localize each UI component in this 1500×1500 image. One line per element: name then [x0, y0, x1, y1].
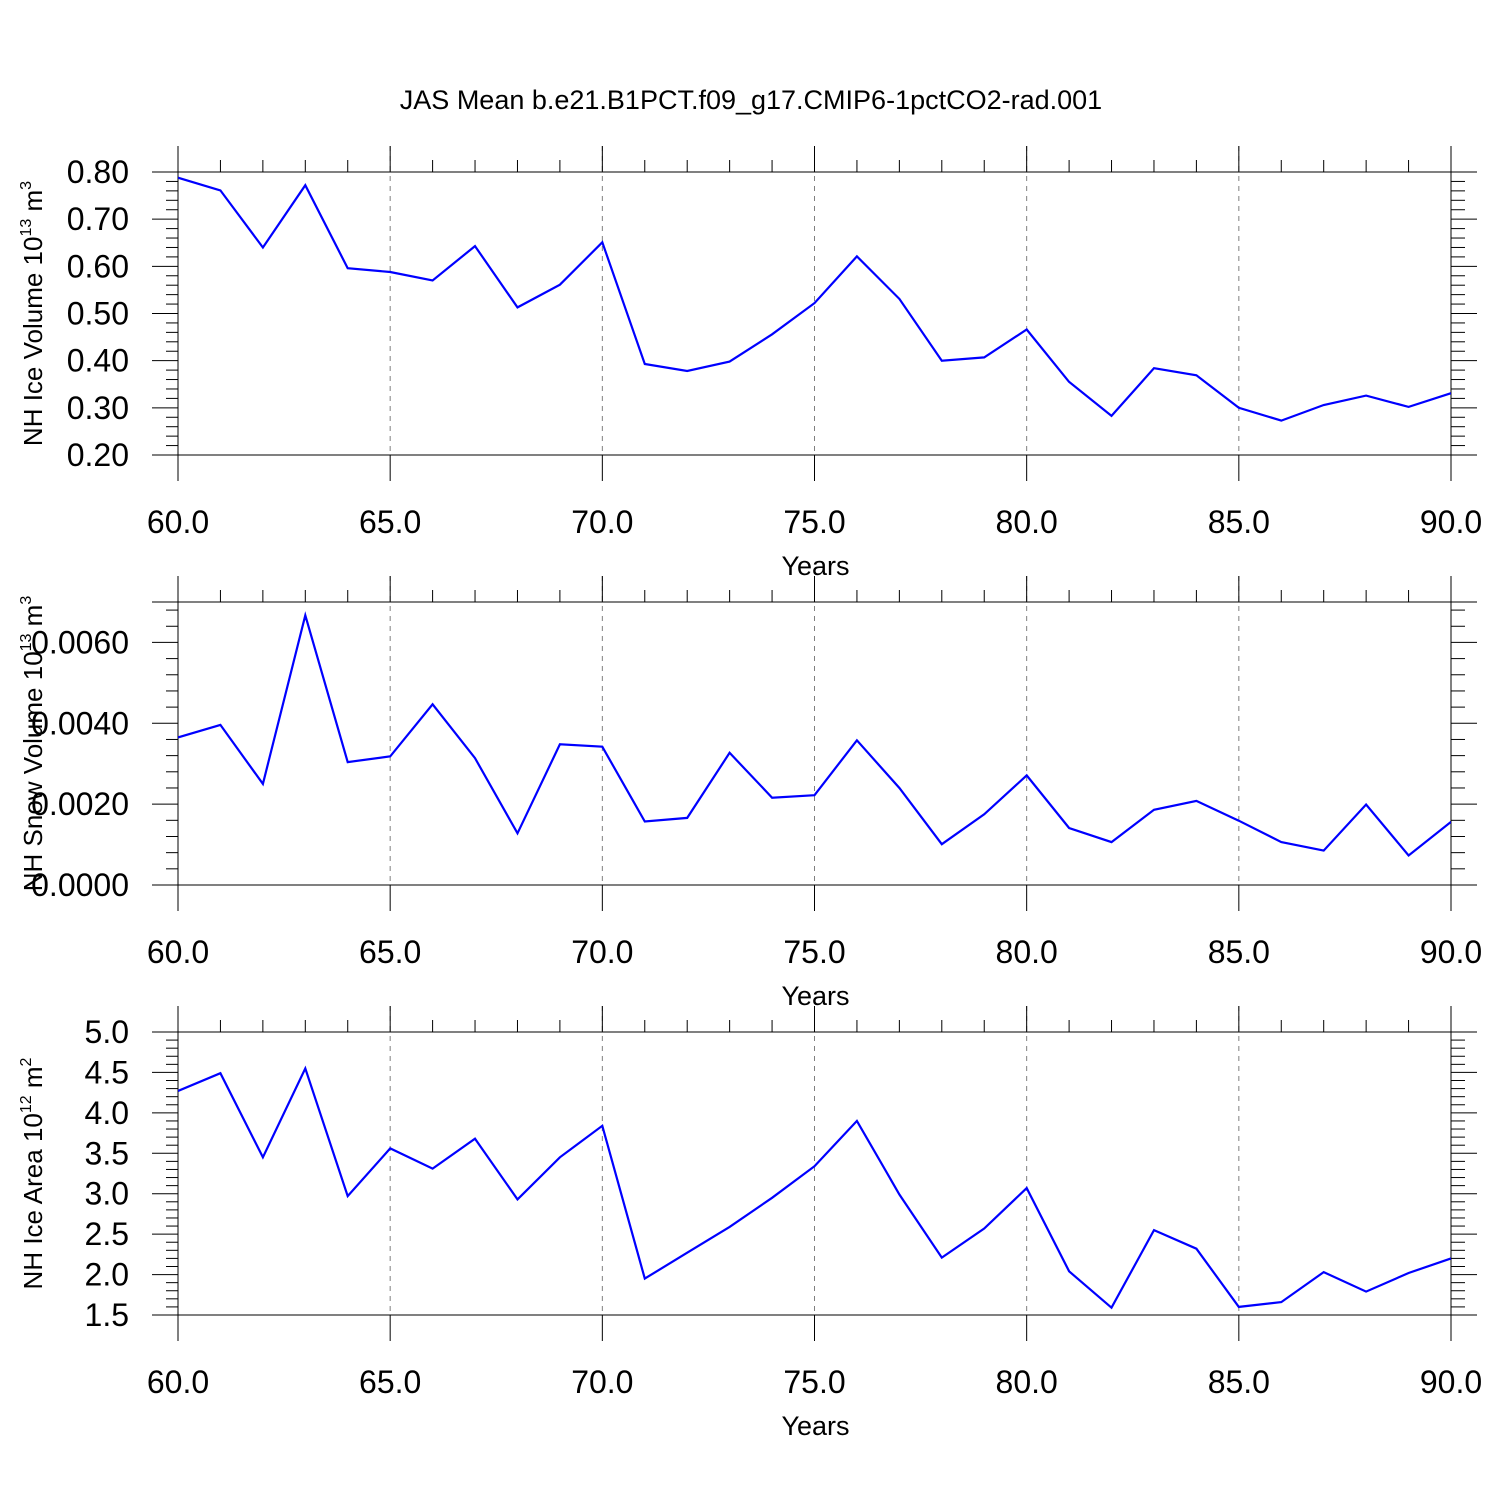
- x-tick-label: 75.0: [783, 934, 845, 970]
- y-tick-label: 2.0: [85, 1257, 129, 1293]
- panels: 0.20 0.30 0.40 0.50 0.60 0.70 0.80 60.0 65.0 70.0…: [18, 146, 1482, 1441]
- y-axis-title: NH Ice Volume 1013 m3: [18, 181, 48, 446]
- y-tick-label: 4.0: [85, 1095, 129, 1131]
- x-tick-label: 75.0: [783, 1364, 845, 1400]
- figure-title: JAS Mean b.e21.B1PCT.f09_g17.CMIP6-1pctC…: [400, 85, 1102, 115]
- y-axis-title-superscript: 13: [18, 219, 35, 237]
- y-tick-label: 4.5: [85, 1054, 129, 1090]
- y-axis-title-superscript: 3: [18, 596, 35, 605]
- x-tick-label: 70.0: [571, 504, 633, 540]
- y-axis-title-part: NH Ice Area 10: [18, 1113, 48, 1289]
- y-axis-title-part: m: [18, 1066, 48, 1095]
- x-tick-label: 85.0: [1208, 504, 1270, 540]
- y-axis-title-part: NH Snow Volume 10: [18, 651, 48, 891]
- x-tick-label: 75.0: [783, 504, 845, 540]
- x-tick-label: 90.0: [1420, 504, 1482, 540]
- y-tick-label: 0.40: [67, 343, 129, 379]
- x-tick-label: 65.0: [359, 1364, 421, 1400]
- x-tick-label: 90.0: [1420, 1364, 1482, 1400]
- series-line: [178, 176, 1451, 422]
- y-axis-title-part: m: [18, 605, 48, 634]
- y-tick-label: 1.5: [85, 1297, 129, 1333]
- y-axis-title-superscript: 12: [18, 1095, 35, 1113]
- y-tick-label: 0.30: [67, 390, 129, 426]
- y-tick-label: 0.50: [67, 296, 129, 332]
- y-tick-label: 0.60: [67, 248, 129, 284]
- series-line: [178, 611, 1451, 858]
- x-tick-label: 60.0: [147, 1364, 209, 1400]
- x-tick-label: 65.0: [359, 934, 421, 970]
- x-tick-label: 85.0: [1208, 934, 1270, 970]
- panel-2: 0.0000 0.0020 0.0040 0.0060 60.0 65.0 70.0 75.0…: [18, 576, 1482, 1011]
- x-tick-label: 60.0: [147, 934, 209, 970]
- x-axis-title: Years: [781, 1411, 849, 1441]
- y-tick-label: 5.0: [85, 1014, 129, 1050]
- x-tick-label: 80.0: [996, 504, 1058, 540]
- x-tick-label: 60.0: [147, 504, 209, 540]
- y-axis-title-superscript: 13: [18, 633, 35, 651]
- y-axis-title: NH Snow Volume 1013 m3: [18, 596, 48, 892]
- y-axis-title: NH Ice Area 1012 m2: [18, 1057, 48, 1289]
- y-tick-label: 0.80: [67, 154, 129, 190]
- y-axis-title-part: m: [18, 190, 48, 219]
- x-tick-label: 80.0: [996, 1364, 1058, 1400]
- y-tick-label: 0.70: [67, 201, 129, 237]
- x-axis-title: Years: [781, 981, 849, 1011]
- series-line: [178, 1065, 1451, 1310]
- x-tick-label: 70.0: [571, 1364, 633, 1400]
- y-tick-label: 0.0020: [31, 786, 129, 822]
- x-tick-label: 85.0: [1208, 1364, 1270, 1400]
- y-tick-label: 3.5: [85, 1135, 129, 1171]
- y-axis-title-superscript: 2: [18, 1057, 35, 1066]
- panel-1: 0.20 0.30 0.40 0.50 0.60 0.70 0.80 60.0 65.0 70.0…: [18, 146, 1482, 581]
- x-tick-label: 65.0: [359, 504, 421, 540]
- y-tick-label: 0.0040: [31, 705, 129, 741]
- x-tick-label: 90.0: [1420, 934, 1482, 970]
- y-tick-label: 0.20: [67, 437, 129, 473]
- y-axis-title-superscript: 3: [18, 181, 35, 190]
- y-tick-label: 2.5: [85, 1216, 129, 1252]
- y-tick-label: 3.0: [85, 1176, 129, 1212]
- x-tick-label: 70.0: [571, 934, 633, 970]
- x-tick-label: 80.0: [996, 934, 1058, 970]
- y-tick-label: 0.0060: [31, 624, 129, 660]
- y-tick-label: 0.0000: [31, 867, 129, 903]
- x-axis-title: Years: [781, 551, 849, 581]
- panel-3: 1.5 2.0 2.5 3.0 3.5 4.0 4.5 5.0 60.0 65.0 70.0 75.0…: [18, 1006, 1482, 1441]
- y-axis-title-part: NH Ice Volume 10: [18, 237, 48, 447]
